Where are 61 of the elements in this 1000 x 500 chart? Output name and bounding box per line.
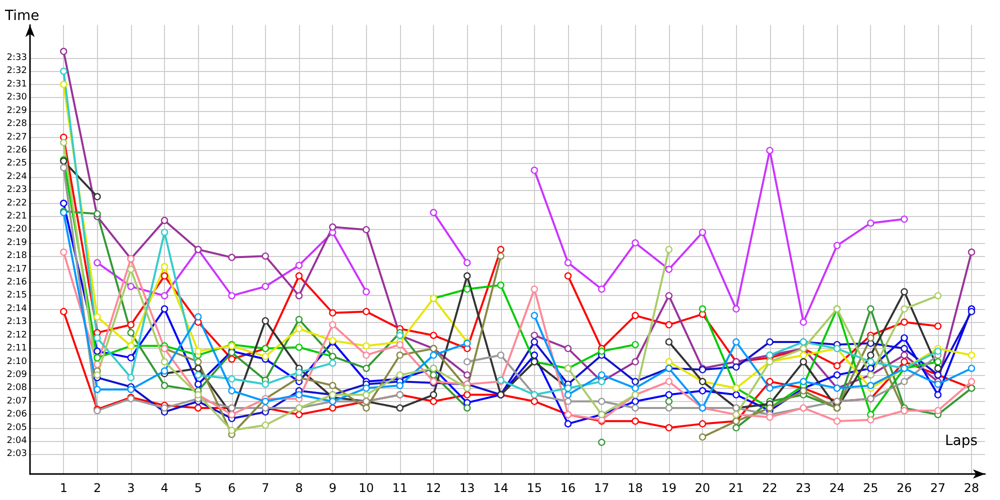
y-tick-label: 2:32 — [6, 66, 27, 76]
y-axis-title: Time — [4, 8, 40, 24]
y-tick-label: 2:30 — [6, 92, 28, 103]
y-tick-label: 2:27 — [6, 132, 27, 142]
x-tick-label: 24 — [829, 481, 845, 495]
y-tick-label: 2:06 — [6, 410, 28, 420]
y-tick-label: 2:08 — [6, 383, 28, 394]
y-tick-label: 2:13 — [6, 317, 27, 328]
y-tick-label: 2:16 — [6, 278, 28, 288]
x-tick-label: 23 — [796, 481, 812, 495]
y-tick-label: 2:23 — [6, 185, 27, 196]
y-tick-label: 2:18 — [6, 251, 28, 262]
y-tick-label: 2:07 — [6, 396, 27, 406]
y-tick-label: 2:20 — [6, 224, 28, 235]
y-tick-label: 2:04 — [6, 436, 28, 446]
y-tick-label: 2:14 — [6, 304, 28, 314]
y-tick-label: 2:33 — [6, 53, 27, 64]
x-tick-label: 18 — [628, 481, 643, 495]
x-tick-label: 19 — [661, 481, 677, 495]
x-tick-label: 6 — [228, 481, 236, 495]
y-tick-label: 2:10 — [6, 356, 28, 367]
y-tick-label: 2:25 — [6, 158, 27, 169]
y-tick-label: 2:15 — [6, 290, 27, 301]
x-tick-label: 8 — [295, 481, 303, 495]
x-tick-label: 28 — [964, 481, 980, 495]
y-tick-label: 2:11 — [6, 344, 27, 354]
y-tick-label: 2:26 — [6, 145, 28, 156]
x-tick-label: 20 — [694, 481, 710, 495]
x-tick-label: 11 — [392, 481, 408, 495]
x-tick-label: 13 — [460, 481, 475, 495]
x-tick-label: 1 — [60, 481, 68, 495]
x-tick-label: 12 — [426, 481, 442, 495]
x-tick-label: 4 — [160, 481, 168, 495]
x-tick-label: 14 — [493, 481, 508, 495]
x-tick-label: 26 — [896, 481, 912, 495]
y-tick-label: 2:21 — [6, 211, 27, 222]
x-tick-label: 25 — [863, 481, 878, 495]
x-tick-label: 7 — [262, 481, 270, 495]
x-tick-label: 27 — [930, 481, 946, 495]
x-tick-label: 5 — [194, 481, 202, 495]
y-tick-label: 2:03 — [6, 449, 27, 460]
x-tick-label: 16 — [560, 481, 576, 495]
x-tick-label: 9 — [328, 481, 336, 495]
x-tick-label: 10 — [358, 481, 374, 495]
y-tick-label: 2:17 — [6, 264, 27, 274]
y-tick-label: 2:31 — [6, 79, 27, 90]
x-tick-label: 21 — [728, 481, 744, 495]
x-tick-label: 15 — [526, 481, 542, 495]
x-axis-title: Laps — [945, 433, 978, 449]
y-tick-label: 2:22 — [6, 198, 27, 208]
x-tick-label: 17 — [594, 481, 610, 495]
x-tick-label: 3 — [127, 481, 135, 495]
y-tick-label: 2:05 — [6, 422, 27, 433]
y-tick-label: 2:19 — [6, 238, 28, 248]
y-tick-label: 2:09 — [6, 370, 28, 380]
y-tick-label: 2:12 — [6, 330, 27, 340]
y-tick-label: 2:29 — [6, 106, 28, 116]
x-tick-label: 2 — [93, 481, 102, 495]
x-tick-label: 22 — [762, 481, 778, 495]
y-tick-label: 2:28 — [6, 119, 28, 130]
y-tick-label: 2:24 — [6, 172, 28, 182]
